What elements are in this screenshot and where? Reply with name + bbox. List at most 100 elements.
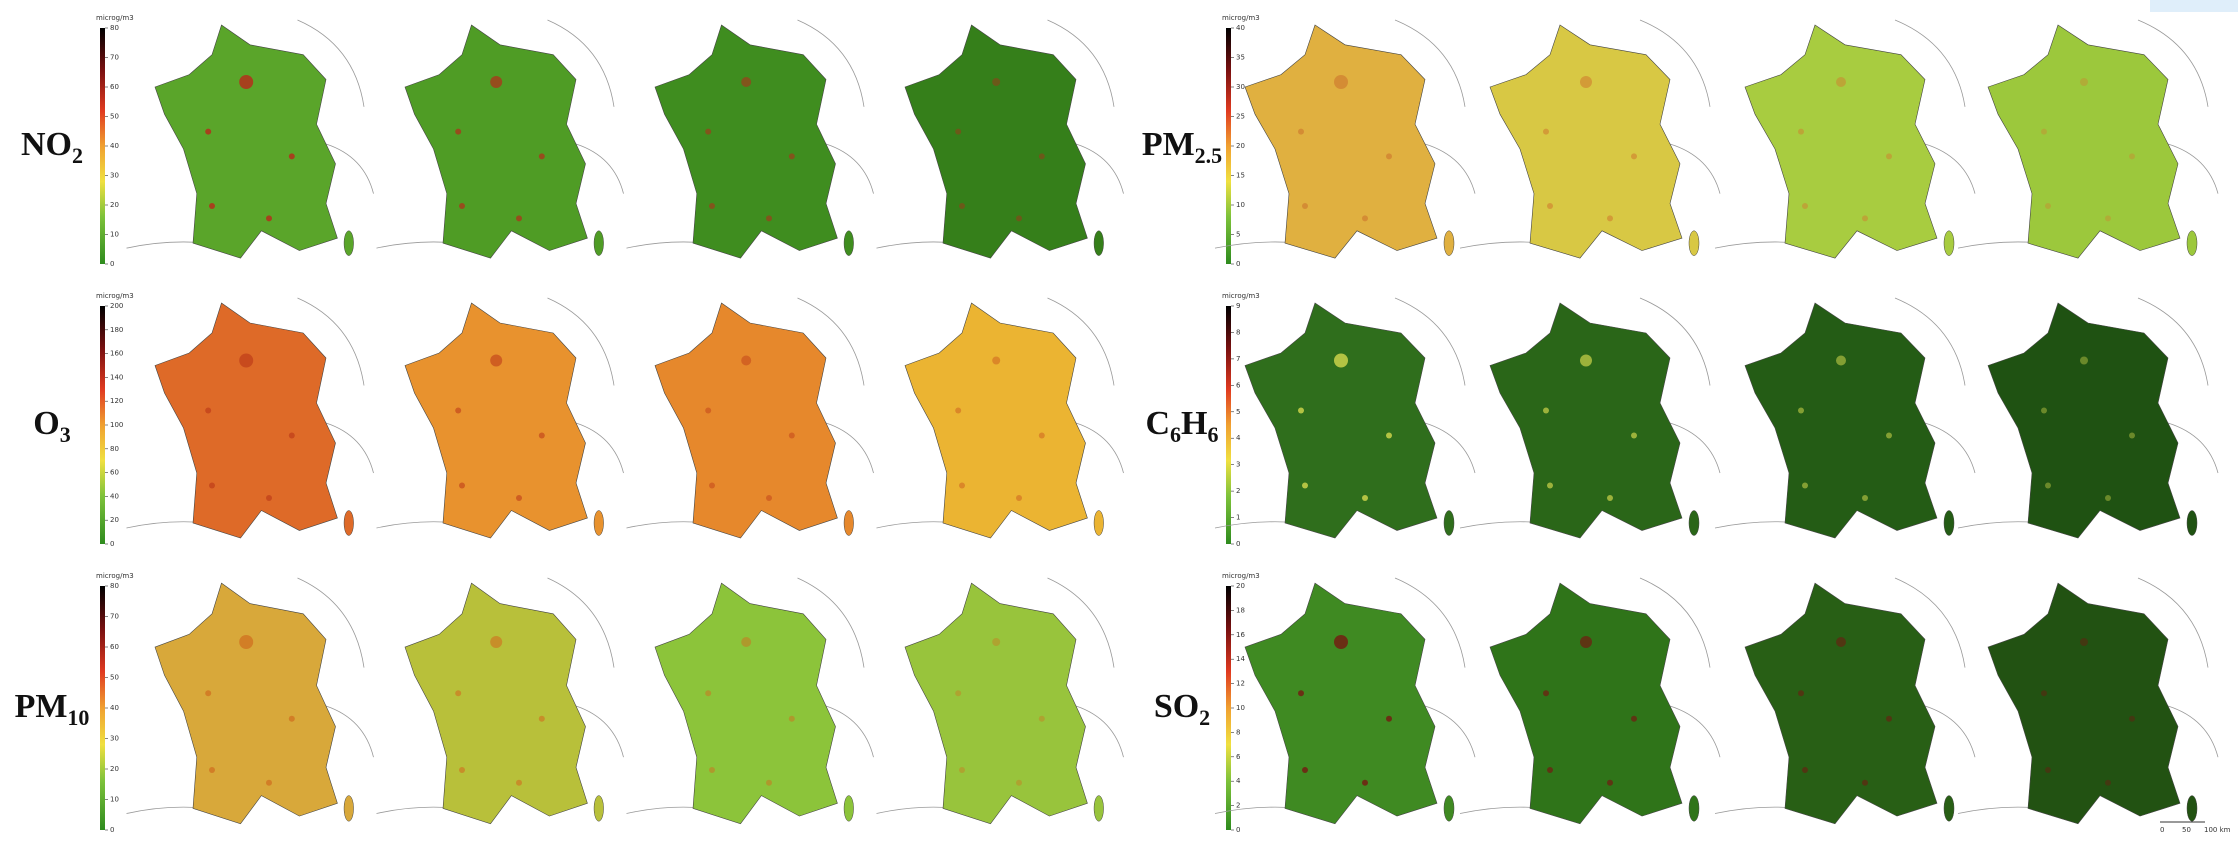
hotspot — [455, 690, 461, 696]
corsica — [1689, 511, 1699, 536]
corsica — [2187, 796, 2197, 822]
hotspot — [1302, 767, 1308, 773]
scale-bar-label: 0 — [2160, 826, 2164, 834]
colorbar — [100, 586, 105, 830]
hotspot — [205, 690, 211, 696]
colorbar-tick-label: 70 — [110, 613, 119, 621]
hotspot — [1631, 716, 1637, 722]
hotspot — [1334, 635, 1348, 649]
hotspot — [741, 356, 751, 366]
hotspot — [959, 203, 965, 209]
hotspot — [490, 355, 502, 367]
colorbar-tick-label: 15 — [1236, 172, 1245, 180]
colorbar-tick-label: 5 — [1236, 408, 1240, 416]
corsica — [844, 231, 854, 256]
hotspot — [1298, 690, 1304, 696]
colorbar-tick-label: 6 — [1236, 753, 1241, 761]
corsica — [1094, 511, 1104, 536]
hotspot — [539, 716, 545, 722]
hotspot — [2105, 780, 2111, 786]
colorbar-tick-label: 20 — [1236, 582, 1245, 590]
colorbar-tick-label: 18 — [1236, 606, 1245, 614]
hotspot — [1298, 408, 1304, 414]
colorbar-tick-label: 60 — [110, 643, 119, 651]
hotspot — [1386, 433, 1392, 439]
hotspot — [459, 203, 465, 209]
colorbar — [1226, 28, 1231, 264]
hotspot — [2129, 433, 2135, 439]
colorbar-tick-label: 25 — [1236, 113, 1245, 121]
colorbar-tick-label: 35 — [1236, 54, 1245, 62]
colorbar-tick-label: 60 — [110, 83, 119, 91]
hotspot — [2080, 78, 2088, 86]
hotspot — [1039, 153, 1045, 159]
hotspot — [2041, 690, 2047, 696]
hotspot — [2041, 408, 2047, 414]
hotspot — [1543, 129, 1549, 135]
hotspot — [1547, 483, 1553, 489]
colorbar-tick-label: 40 — [1236, 24, 1245, 32]
label-subscript: 6 — [1170, 422, 1181, 447]
colorbar-tick-label: 9 — [1236, 302, 1240, 310]
colorbar-tick-label: 7 — [1236, 355, 1240, 363]
hotspot — [709, 483, 715, 489]
hotspot — [741, 77, 751, 87]
hotspot — [455, 129, 461, 135]
corsica — [594, 231, 604, 256]
corsica — [1944, 511, 1954, 536]
colorbar-tick-label: 40 — [110, 492, 119, 500]
corsica — [2187, 231, 2197, 256]
hotspot — [1802, 203, 1808, 209]
corsica — [344, 511, 354, 536]
hotspot — [2129, 716, 2135, 722]
colorbar-tick-label: 50 — [110, 674, 119, 682]
hotspot — [1607, 495, 1613, 501]
hotspot — [1016, 780, 1022, 786]
label-text: PM — [1142, 126, 1195, 163]
hotspot — [2080, 638, 2088, 646]
colorbar-tick-label: 10 — [110, 796, 119, 804]
colorbar-tick-label: 20 — [1236, 142, 1245, 150]
hotspot — [1631, 433, 1637, 439]
hotspot — [1802, 767, 1808, 773]
colorbar-tick-label: 6 — [1236, 381, 1241, 389]
hotspot — [709, 767, 715, 773]
hotspot — [1302, 203, 1308, 209]
colorbar-tick-label: 160 — [110, 350, 123, 358]
hotspot — [1547, 767, 1553, 773]
label-subscript: 2.5 — [1195, 143, 1223, 168]
hotspot — [1836, 356, 1846, 366]
hotspot — [209, 767, 215, 773]
hotspot — [709, 203, 715, 209]
colorbar-tick-label: 8 — [1236, 328, 1240, 336]
label-subscript: 3 — [60, 422, 71, 447]
colorbar-tick-label: 80 — [110, 582, 119, 590]
hotspot — [1886, 433, 1892, 439]
hotspot — [955, 408, 961, 414]
label-subscript: 10 — [67, 705, 89, 730]
hotspot — [2080, 357, 2088, 365]
colorbar-unit: microg/m3 — [96, 292, 134, 300]
hotspot — [1802, 483, 1808, 489]
hotspot — [992, 357, 1000, 365]
colorbar-tick-label: 100 — [110, 421, 123, 429]
corsica — [844, 796, 854, 822]
colorbar — [100, 306, 105, 544]
hotspot — [789, 433, 795, 439]
hotspot — [1386, 153, 1392, 159]
colorbar-unit: microg/m3 — [96, 14, 134, 22]
hotspot — [455, 408, 461, 414]
hotspot — [289, 433, 295, 439]
label-text: NO — [21, 126, 72, 163]
scale-bar-label: 100 km — [2204, 826, 2231, 834]
corsica — [1094, 796, 1104, 822]
colorbar-unit: microg/m3 — [1222, 572, 1260, 580]
corsica — [1689, 231, 1699, 256]
hotspot — [705, 408, 711, 414]
colorbar-tick-label: 0 — [110, 260, 114, 268]
colorbar-tick-label: 4 — [1236, 434, 1241, 442]
colorbar-tick-label: 80 — [110, 445, 119, 453]
hotspot — [1607, 215, 1613, 221]
hotspot — [1543, 408, 1549, 414]
colorbar-tick-label: 140 — [110, 373, 123, 381]
